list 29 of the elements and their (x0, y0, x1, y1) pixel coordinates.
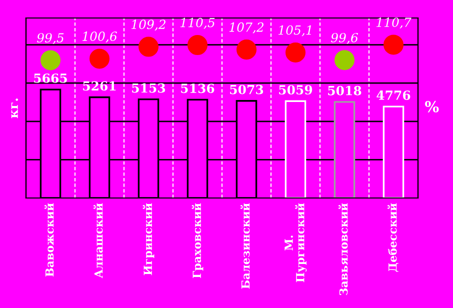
data-label: 5059 (279, 85, 312, 95)
x-tick-label: Балезинский (240, 203, 250, 289)
data-label: 5073 (230, 84, 264, 94)
data-label: 105,1 (278, 25, 311, 36)
x-tick-label: Дебесский (388, 203, 398, 272)
bar (284, 100, 306, 198)
x-tick-label: Игринский (142, 203, 154, 276)
x-tick-label: Алнашский (93, 203, 103, 278)
data-label: 109,2 (131, 20, 166, 31)
data-label: 5018 (328, 86, 362, 96)
data-label: 99,6 (331, 32, 358, 44)
x-tick-label: Граховский (192, 203, 204, 278)
y-axis-title: кг. (11, 98, 18, 118)
x-tick-label: Завьяловский (338, 203, 348, 296)
x-tick-label: Вавожский (44, 203, 54, 277)
data-label: 5665 (34, 73, 67, 83)
data-label: 110,5 (180, 18, 215, 29)
data-label: 5136 (181, 84, 214, 94)
y2-axis-title: % (424, 100, 439, 112)
bar (382, 106, 404, 198)
x-tick-label: М. Пургинский (284, 203, 307, 282)
data-label: 4776 (376, 90, 410, 100)
data-label: 100,6 (82, 32, 117, 43)
data-label: 107,2 (229, 22, 264, 34)
data-label: 5153 (132, 83, 166, 93)
data-label: 99,5 (37, 33, 64, 44)
data-label: 110,7 (376, 18, 412, 29)
bar (334, 101, 356, 198)
data-label: 5261 (83, 81, 116, 91)
